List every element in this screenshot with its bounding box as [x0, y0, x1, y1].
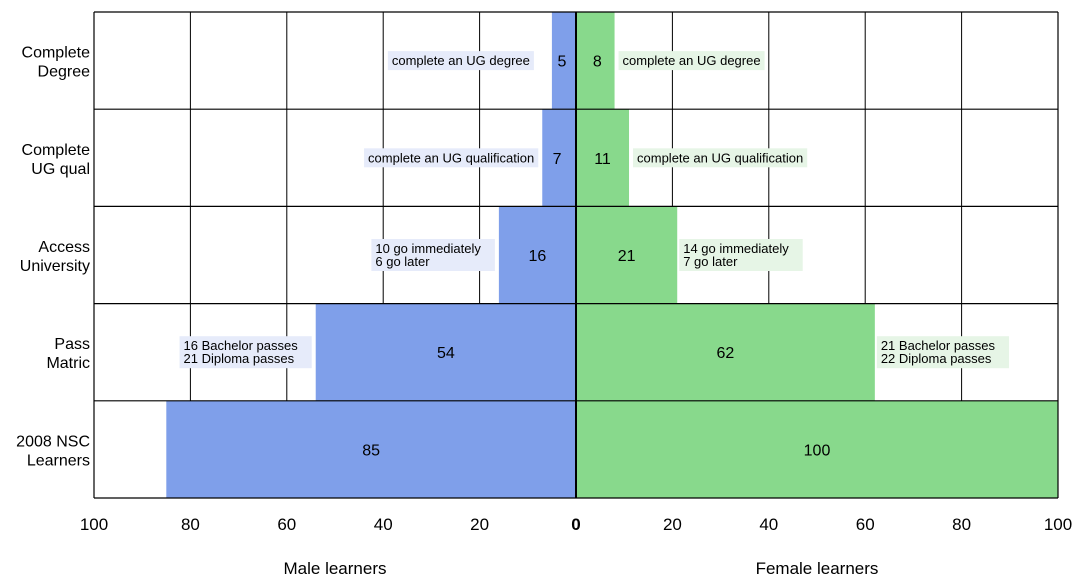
- annotation-box: [179, 336, 312, 369]
- x-tick-label-male: 40: [374, 515, 393, 534]
- category-label-line: Matric: [46, 355, 90, 372]
- x-tick-label-male: 80: [181, 515, 200, 534]
- annotation-left: complete an UG degree: [387, 51, 534, 71]
- bar-value-male: 54: [437, 345, 455, 362]
- annotation-box: [876, 336, 1010, 369]
- annotation-text: 16 Bachelor passes: [184, 338, 299, 353]
- bar-female: [576, 206, 678, 304]
- x-tick-labels: 100 80 60 40 20 0 20 40 60 80 100: [80, 515, 1072, 534]
- category-labels: 2008 NSC Learners Pass Matric Access Universi…: [16, 45, 90, 470]
- bar-value-male: 16: [529, 248, 547, 265]
- category-label-line: Pass: [54, 336, 90, 353]
- annotation-text: 14 go immediately: [683, 241, 789, 256]
- x-tick-label-male: 100: [80, 515, 108, 534]
- category-label-line: Complete: [22, 45, 91, 62]
- bar-value-female: 11: [594, 151, 611, 168]
- x-tick-label-female: 60: [856, 515, 875, 534]
- bar-female: [576, 303, 875, 401]
- category-label-line: Complete: [22, 142, 91, 159]
- x-tick-label-female: 20: [663, 515, 682, 534]
- annotation-text: 6 go later: [375, 254, 430, 269]
- bar-value-female: 8: [593, 54, 602, 71]
- x-tick-label-female: 80: [952, 515, 971, 534]
- category-label: Access University: [20, 239, 90, 275]
- x-tick-label-male: 20: [470, 515, 489, 534]
- annotation-box: [387, 51, 534, 71]
- annotation-text: 21 Diploma passes: [184, 351, 295, 366]
- bars: [166, 12, 1058, 498]
- annotation-box: [679, 239, 803, 271]
- bar-value-male: 5: [557, 54, 566, 71]
- bar-male: [315, 303, 576, 401]
- x-axis-title-male: Male learners: [284, 559, 387, 578]
- annotation-box: [633, 148, 808, 168]
- category-label: 2008 NSC Learners: [16, 433, 90, 469]
- category-label-line: 2008 NSC: [16, 433, 90, 450]
- plot-frame: [93, 11, 1059, 499]
- annotation-box: [364, 148, 539, 168]
- annotation-text: 21 Bachelor passes: [881, 338, 996, 353]
- category-label: Complete Degree: [22, 45, 91, 81]
- annotation-text: complete an UG qualification: [637, 150, 803, 165]
- annotation-text: 7 go later: [683, 254, 738, 269]
- bar-male: [498, 206, 576, 304]
- bar-male: [551, 12, 576, 110]
- annotation-left: complete an UG qualification: [364, 148, 539, 168]
- bar-female: [576, 109, 630, 207]
- bar-value-labels: 85 100 54 62 16 21 7 11 5 8: [362, 54, 830, 460]
- bar-male: [166, 400, 577, 498]
- x-tick-label-female: 100: [1044, 515, 1072, 534]
- annotation-box: [618, 51, 765, 71]
- category-label-line: Access: [38, 239, 90, 256]
- category-label-line: University: [20, 258, 90, 275]
- bar-female: [576, 12, 615, 110]
- annotation-text: complete an UG qualification: [368, 150, 534, 165]
- annotation-right: complete an UG degree: [618, 51, 765, 71]
- bar-value-male: 7: [553, 151, 562, 168]
- category-label: Complete UG qual: [22, 142, 91, 178]
- annotation-text: complete an UG degree: [392, 53, 530, 68]
- bar-value-female: 100: [804, 442, 831, 459]
- annotation-box: [371, 239, 495, 271]
- bar-male: [542, 109, 576, 207]
- x-axis-title-female: Female learners: [756, 559, 879, 578]
- category-label-line: UG qual: [31, 161, 90, 178]
- category-label-line: Degree: [38, 64, 91, 81]
- x-tick-label-male: 60: [277, 515, 296, 534]
- annotation-text: 22 Diploma passes: [881, 351, 992, 366]
- annotation-text: complete an UG degree: [623, 53, 761, 68]
- category-label-line: Learners: [27, 452, 90, 469]
- x-tick-label-female: 40: [759, 515, 778, 534]
- annotation-text: 10 go immediately: [375, 241, 481, 256]
- bar-value-female: 21: [618, 248, 636, 265]
- annotation-right: complete an UG qualification: [633, 148, 808, 168]
- bar-value-female: 62: [717, 345, 735, 362]
- bar-female: [576, 400, 1058, 498]
- category-label: Pass Matric: [46, 336, 90, 372]
- bar-value-male: 85: [362, 442, 380, 459]
- x-tick-label-male: 0: [571, 515, 580, 534]
